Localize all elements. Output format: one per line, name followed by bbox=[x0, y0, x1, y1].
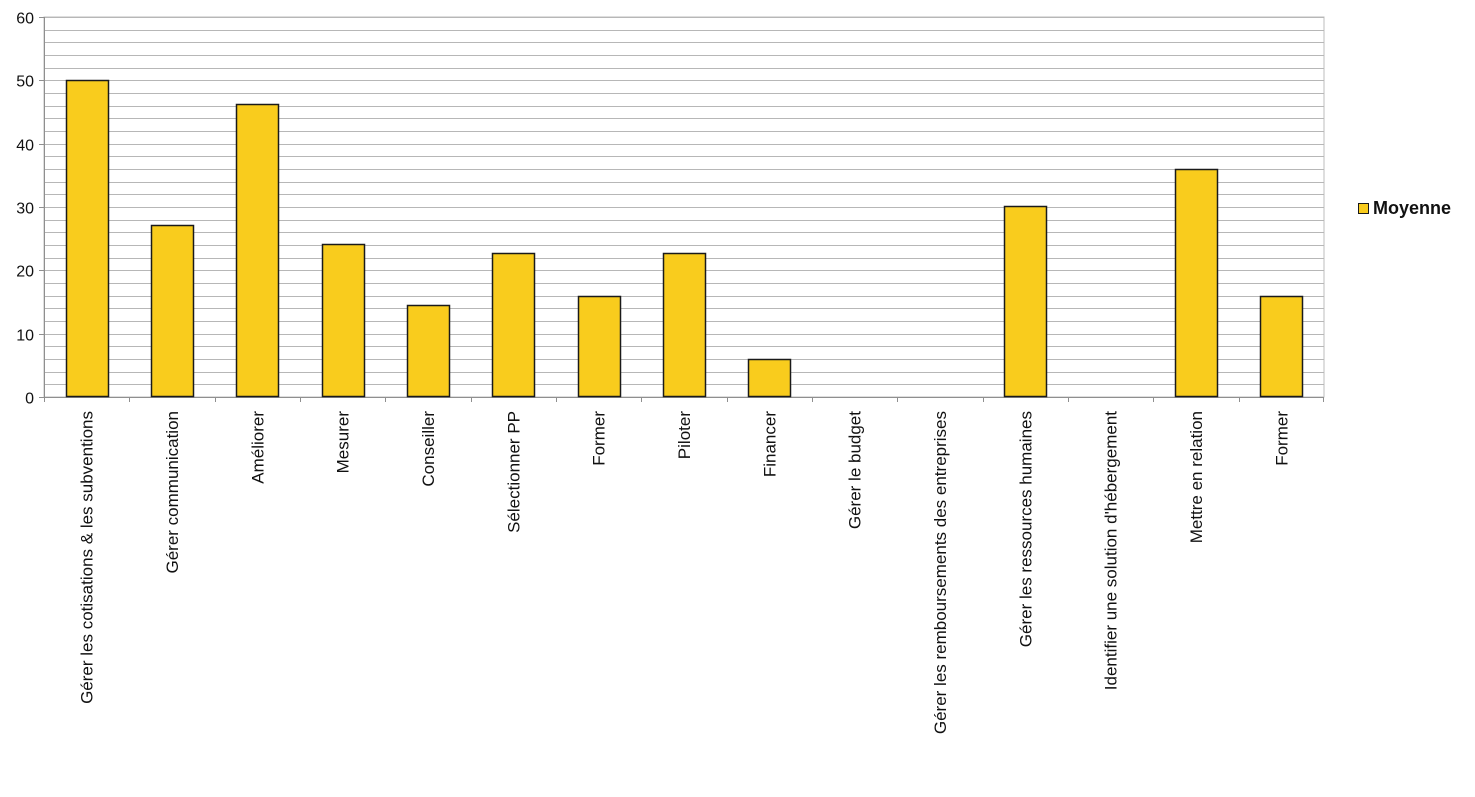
x-tick-label: Piloter bbox=[675, 411, 694, 460]
legend-swatch bbox=[1358, 203, 1369, 214]
x-tick-label: Former bbox=[590, 411, 609, 466]
x-tick-label: Conseiller bbox=[419, 411, 438, 487]
x-tick-label: Gérer les ressources humaines bbox=[1016, 411, 1035, 647]
y-tick-label: 40 bbox=[16, 138, 34, 155]
bar bbox=[1174, 168, 1219, 398]
y-tick-label: 0 bbox=[25, 391, 34, 408]
y-tick-label: 30 bbox=[16, 201, 34, 218]
x-tick-label: Financer bbox=[760, 411, 779, 477]
bar bbox=[747, 358, 792, 398]
bars bbox=[65, 79, 1304, 398]
bar bbox=[1259, 295, 1304, 398]
x-tick-label: Gérer les remboursements des entreprises bbox=[931, 411, 950, 734]
y-tick-label: 20 bbox=[16, 264, 34, 281]
y-tick-label: 60 bbox=[16, 11, 34, 28]
bar bbox=[65, 79, 110, 398]
bar bbox=[577, 295, 622, 398]
legend: Moyenne bbox=[1358, 198, 1451, 219]
y-tick-label: 10 bbox=[16, 328, 34, 345]
bar bbox=[321, 243, 366, 398]
bar bbox=[406, 304, 451, 398]
x-axis-ticks: Gérer les cotisations & les subventions G… bbox=[44, 397, 1324, 734]
x-tick-label: Former bbox=[1272, 411, 1291, 466]
bar bbox=[491, 252, 536, 398]
x-tick-label: Gérer les cotisations & les subventions bbox=[78, 411, 97, 704]
x-tick-label: Améliorer bbox=[248, 411, 267, 484]
bar bbox=[150, 224, 195, 398]
y-tick-label: 50 bbox=[16, 74, 34, 91]
x-tick-label: Mesurer bbox=[334, 411, 353, 474]
x-tick-label: Identifier une solution d'hébergement bbox=[1102, 411, 1121, 690]
axes bbox=[40, 17, 1324, 401]
x-tick-label: Sélectionner PP bbox=[504, 411, 523, 533]
x-tick-label: Gérer communication bbox=[163, 411, 182, 574]
bar bbox=[662, 252, 707, 398]
bar bbox=[235, 103, 280, 398]
bar bbox=[1003, 205, 1048, 398]
x-tick-label: Gérer le budget bbox=[846, 411, 865, 529]
y-axis-ticks: 0 10 20 30 40 50 60 bbox=[16, 11, 44, 408]
legend-label: Moyenne bbox=[1373, 198, 1452, 218]
x-tick-label: Mettre en relation bbox=[1187, 411, 1206, 543]
